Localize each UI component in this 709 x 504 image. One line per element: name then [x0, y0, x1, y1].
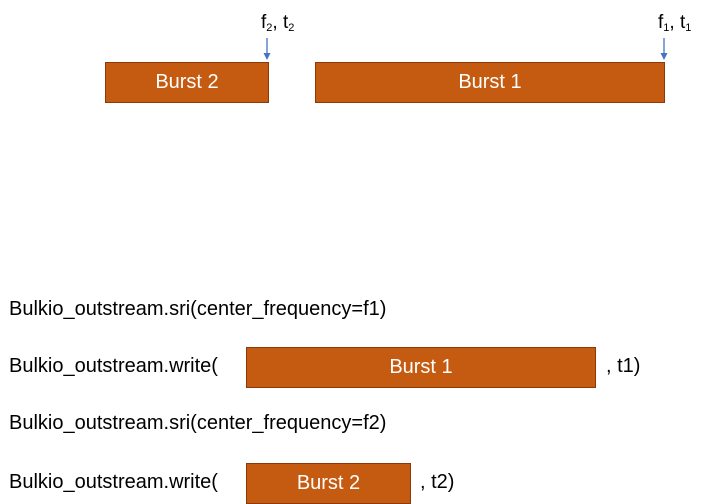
code-burst-2-label: Burst 2 — [296, 472, 361, 494]
timeline-burst-1: Burst 1 — [315, 62, 665, 103]
code-line-write-suffix-2: , t2) — [420, 471, 455, 493]
code-burst-2: Burst 2 — [246, 463, 411, 504]
code-line-sri-f2: Bulkio_outstream.sri(center_frequency=f2… — [9, 412, 387, 434]
code-line-write-prefix-2: Bulkio_outstream.write( — [9, 471, 218, 493]
code-line-write-prefix-1: Bulkio_outstream.write( — [9, 355, 218, 377]
marker-f1-sep: , — [669, 12, 680, 33]
arrow-down-icon-f1 — [660, 38, 668, 60]
marker-f1-f: f — [658, 12, 664, 33]
marker-f2-f-sub: 2 — [266, 22, 273, 34]
marker-f2-t2: f2, t2 — [261, 13, 294, 34]
marker-f2-f: f — [261, 12, 267, 33]
timeline-burst-2-label: Burst 2 — [155, 71, 219, 93]
code-burst-1-label: Burst 1 — [389, 356, 453, 378]
arrow-down-icon-f2 — [263, 38, 271, 60]
marker-t1-t-sub: 1 — [685, 22, 692, 34]
code-line-sri-f1: Bulkio_outstream.sri(center_frequency=f1… — [9, 298, 387, 320]
marker-t2-t: t — [282, 12, 289, 33]
timeline-burst-1-label: Burst 1 — [458, 71, 522, 93]
code-line-write-suffix-1: , t1) — [606, 355, 641, 377]
marker-t1-t: t — [679, 12, 686, 33]
marker-f1-t1: f1, t1 — [658, 13, 691, 34]
timeline-burst-2: Burst 2 — [105, 62, 269, 103]
marker-f2-sep: , — [272, 12, 283, 33]
code-burst-1: Burst 1 — [246, 347, 596, 388]
marker-t2-t-sub: 2 — [288, 22, 295, 34]
marker-f1-f-sub: 1 — [663, 22, 670, 34]
